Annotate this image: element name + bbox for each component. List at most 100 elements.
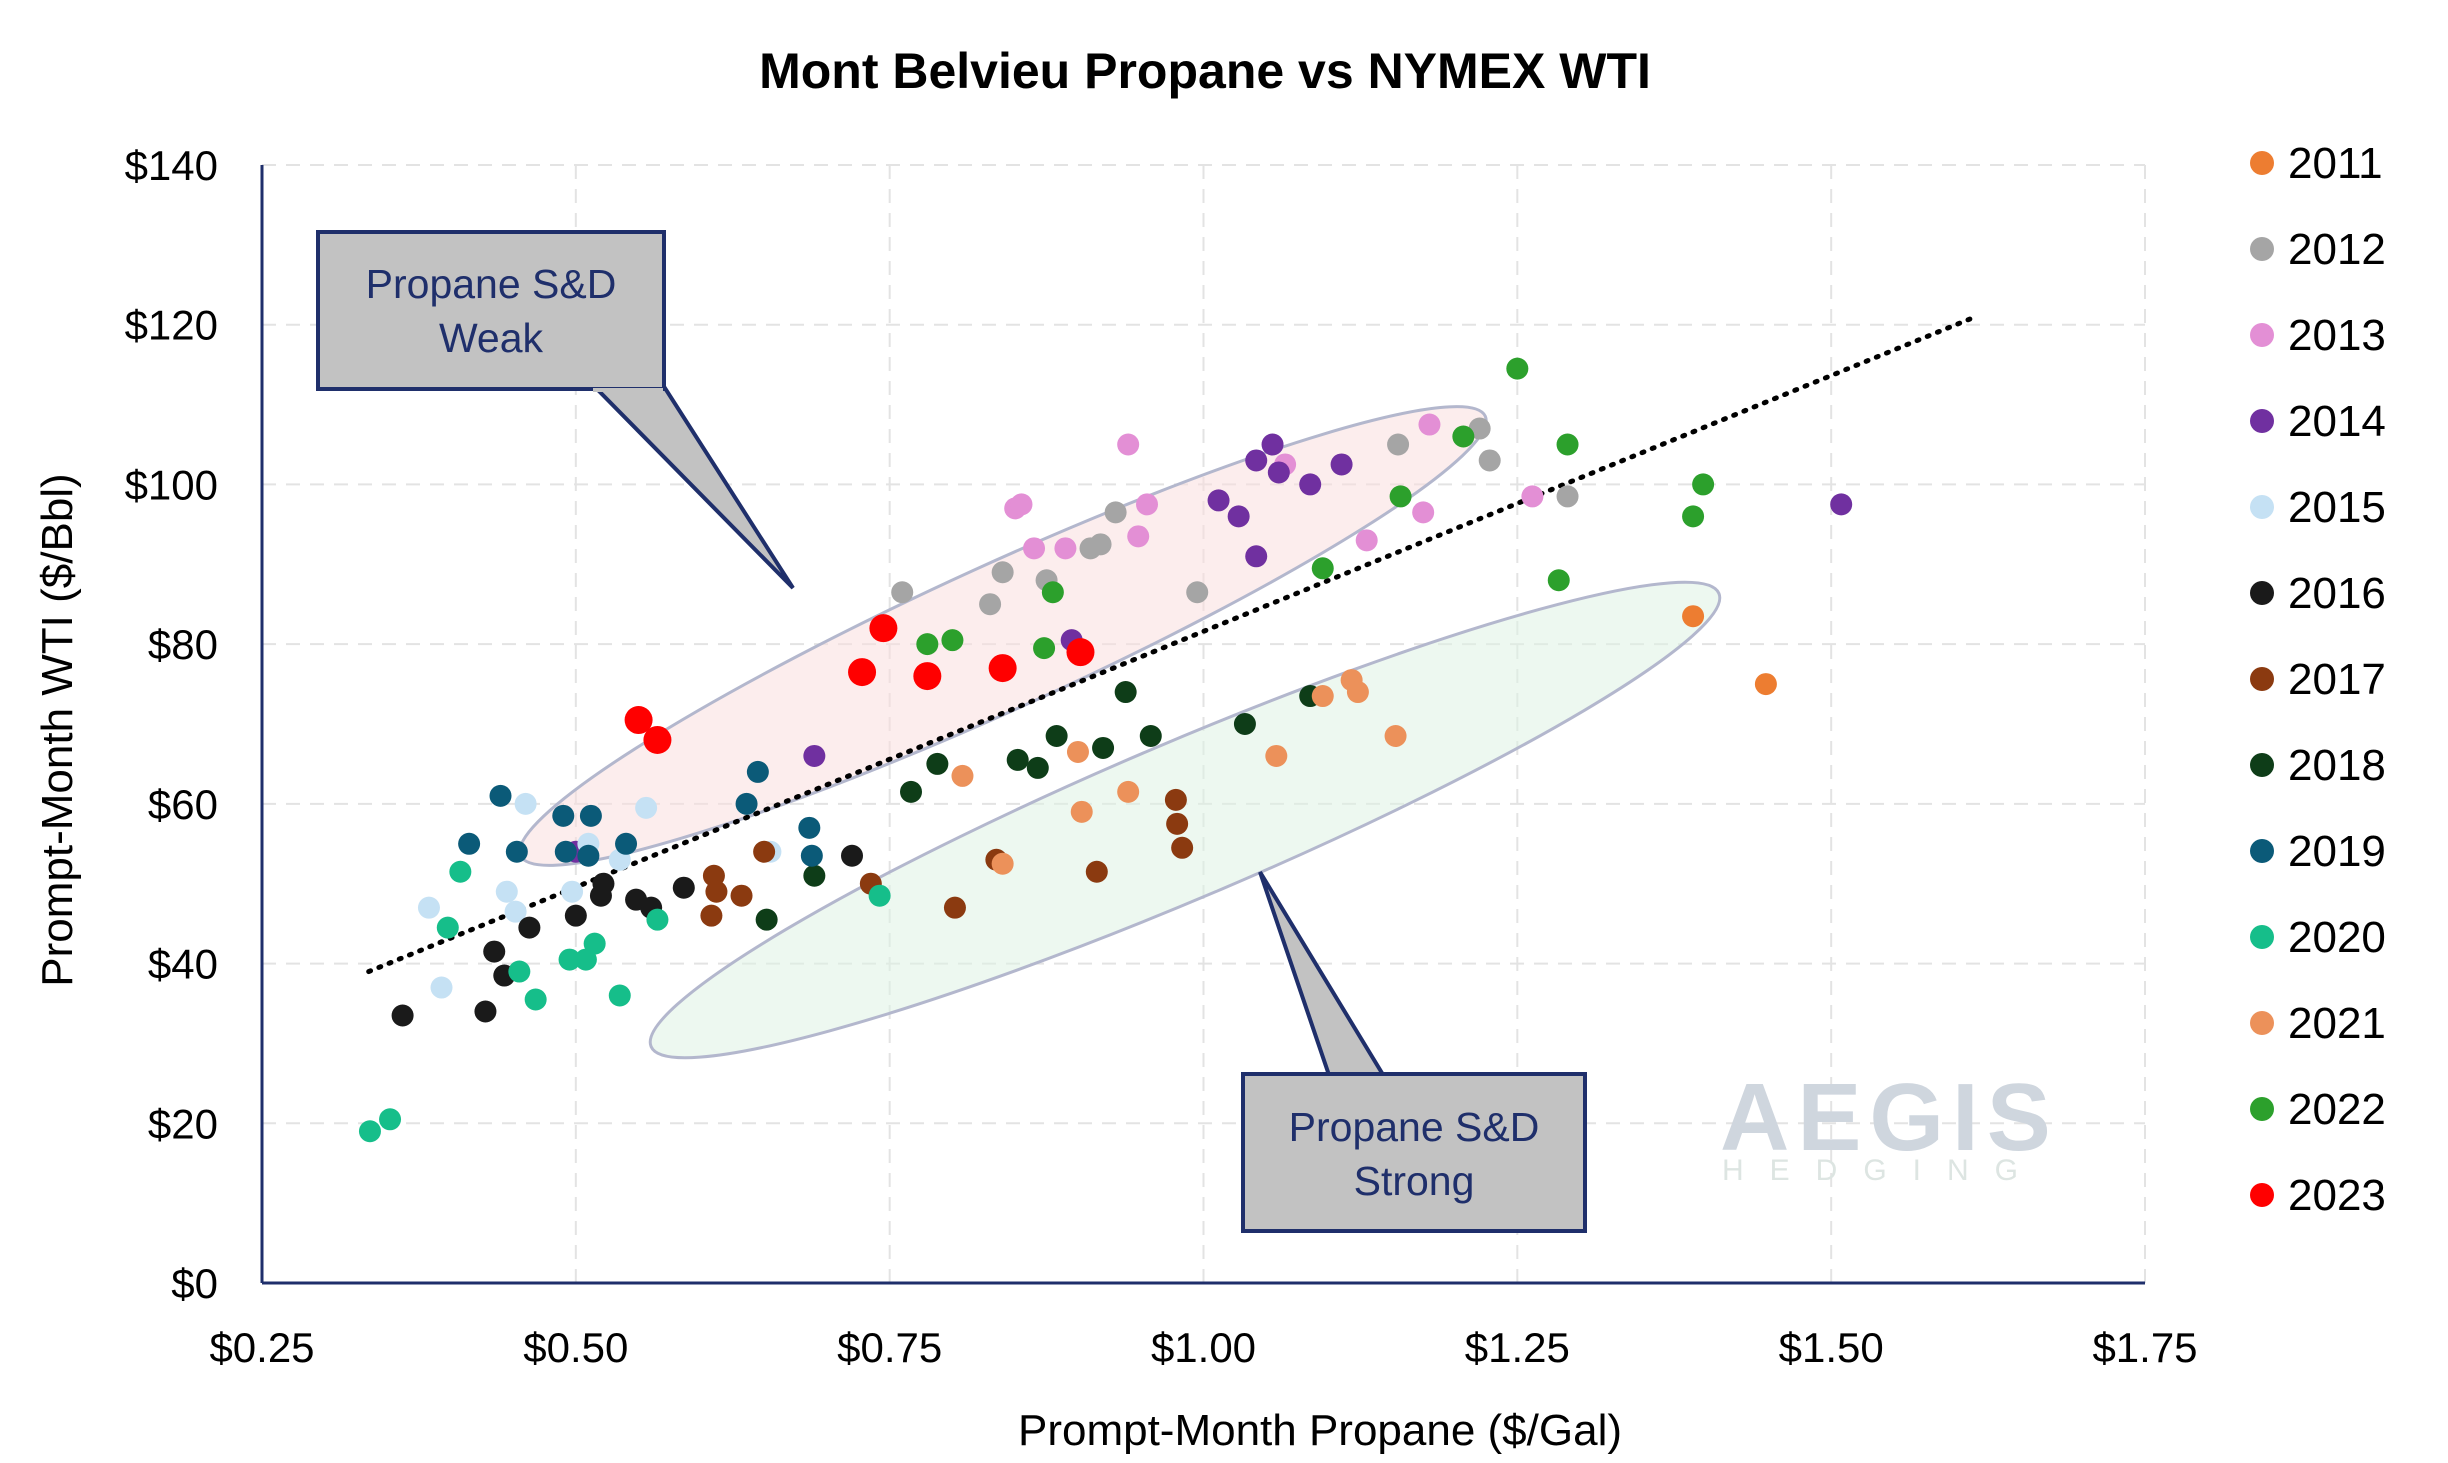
point-2014	[803, 744, 826, 767]
point-2014	[1245, 449, 1268, 472]
point-2022	[916, 633, 939, 656]
watermark-main: AEGIS	[1720, 1064, 2059, 1171]
legend-label-2014: 2014	[2288, 397, 2386, 446]
point-2013	[1023, 537, 1046, 560]
point-2023	[988, 654, 1017, 683]
strong-callout-box	[1241, 1072, 1587, 1233]
point-2020	[524, 988, 547, 1011]
point-2013	[1127, 525, 1150, 548]
point-2012	[1387, 433, 1410, 456]
point-2022	[1692, 473, 1715, 496]
weak-callout-box	[316, 230, 666, 391]
annotation-callouts: Propane S&D Weak Propane S&D Strong	[316, 230, 1587, 1233]
legend-marker-2018	[2250, 753, 2274, 777]
x-tick-label: $1.00	[1151, 1324, 1256, 1371]
x-tick-labels: $0.25 $0.50 $0.75 $1.00 $1.25 $1.50 $1.75	[209, 1324, 2197, 1371]
point-2018	[755, 908, 778, 931]
point-2022	[1041, 581, 1064, 604]
point-2017	[705, 880, 728, 903]
x-tick-label: $1.25	[1465, 1324, 1570, 1371]
point-2014	[1267, 461, 1290, 484]
point-2015	[561, 880, 584, 903]
point-2015	[504, 900, 527, 923]
y-tick-label: $20	[148, 1100, 218, 1147]
y-tick-labels: $0 $20 $40 $60 $80 $100 $120 $140	[125, 142, 218, 1307]
point-2019	[798, 816, 821, 839]
legend-label-2013: 2013	[2288, 311, 2386, 360]
point-2017	[753, 840, 776, 863]
point-2012	[1478, 449, 1501, 472]
point-2018	[900, 780, 923, 803]
point-2022	[1389, 485, 1412, 508]
point-2013	[1054, 537, 1077, 560]
chart-title: Mont Belvieu Propane vs NYMEX WTI	[759, 43, 1651, 99]
axes	[260, 165, 2145, 1285]
strong-callout-pointer	[1258, 870, 1389, 1080]
point-2018	[1139, 724, 1162, 747]
y-tick-label: $60	[148, 781, 218, 828]
point-2011	[1682, 605, 1705, 628]
legend-marker-2011	[2250, 151, 2274, 175]
point-2016	[592, 872, 615, 895]
point-2021	[951, 764, 974, 787]
point-2018	[803, 864, 826, 887]
point-2020	[358, 1120, 381, 1143]
point-2013	[1010, 493, 1033, 516]
point-2015	[635, 796, 658, 819]
callout-text-line: Propane S&D	[366, 261, 617, 307]
legend-marker-2022	[2250, 1097, 2274, 1121]
point-2019	[800, 844, 823, 867]
point-2017	[943, 896, 966, 919]
watermark-logo: AEGIS HEDGING	[1720, 1064, 2059, 1187]
weak-callout-pointer	[588, 383, 795, 590]
legend-label-2022: 2022	[2288, 1085, 2386, 1134]
point-2020	[558, 948, 581, 971]
point-2017	[730, 884, 753, 907]
point-2021	[1346, 681, 1369, 704]
point-2022	[941, 629, 964, 652]
point-2012	[1104, 501, 1127, 524]
point-2020	[379, 1108, 402, 1131]
point-2022	[1311, 557, 1334, 580]
y-axis-label: Prompt-Month WTI ($/Bbl)	[33, 473, 82, 986]
point-2017	[1085, 860, 1108, 883]
point-2018	[1114, 681, 1137, 704]
point-2016	[391, 1004, 414, 1027]
point-2021	[1311, 685, 1334, 708]
point-2021	[1070, 800, 1093, 823]
point-2017	[700, 904, 723, 927]
point-2018	[1026, 756, 1049, 779]
y-tick-label: $120	[125, 302, 218, 349]
point-2020	[868, 884, 891, 907]
x-tick-label: $0.50	[523, 1324, 628, 1371]
legend-label-2017: 2017	[2288, 655, 2386, 704]
point-2019	[505, 840, 528, 863]
point-2019	[552, 804, 575, 827]
point-2021	[1265, 744, 1288, 767]
trendline	[366, 314, 1979, 975]
point-2020	[436, 916, 459, 939]
callout-text-line: Strong	[1354, 1158, 1475, 1204]
point-2014	[1330, 453, 1353, 476]
point-2014	[1207, 489, 1230, 512]
legend-marker-2019	[2250, 839, 2274, 863]
legend-marker-2023	[2250, 1183, 2274, 1207]
legend-label-2021: 2021	[2288, 999, 2386, 1048]
point-2011	[1754, 673, 1777, 696]
y-tick-label: $40	[148, 941, 218, 988]
x-axis-label: Prompt-Month Propane ($/Gal)	[1018, 1406, 1622, 1455]
point-2023	[869, 614, 898, 643]
point-2014	[1830, 493, 1853, 516]
point-2020	[508, 960, 531, 983]
point-2022	[1556, 433, 1579, 456]
legend-label-2018: 2018	[2288, 741, 2386, 790]
point-2023	[848, 658, 877, 687]
legend-marker-2015	[2250, 495, 2274, 519]
point-2021	[1117, 780, 1140, 803]
point-2015	[417, 896, 440, 919]
point-2018	[926, 752, 949, 775]
point-2019	[489, 784, 512, 807]
y-tick-label: $0	[171, 1260, 218, 1307]
point-2016	[564, 904, 587, 927]
point-2023	[1066, 638, 1095, 667]
